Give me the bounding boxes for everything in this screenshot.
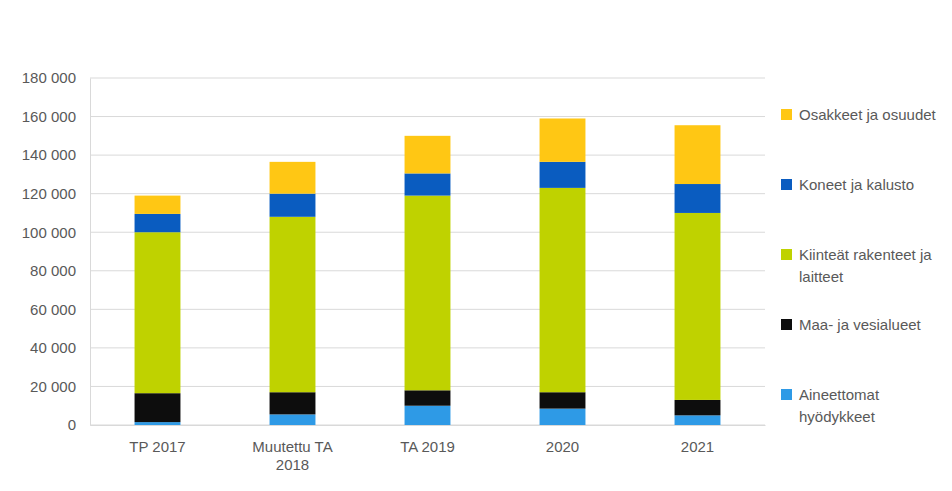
bar: [540, 188, 586, 392]
legend-swatch: [781, 249, 792, 260]
tick-label: Muutettu TA2018: [252, 438, 332, 473]
tick-label: 40 000: [30, 339, 76, 356]
tick-label: 120 000: [22, 185, 76, 202]
bar: [135, 393, 181, 422]
bar: [405, 406, 451, 425]
x-axis: TP 2017 Muutettu TA2018 TA 2019 2020 2021: [91, 425, 766, 473]
bar: [540, 162, 586, 188]
tick: 2020: [546, 425, 579, 455]
tick-label: 2020: [546, 438, 579, 455]
tick: 160 000: [22, 108, 90, 125]
tick-label: 180 000: [22, 69, 76, 86]
bar: [135, 214, 181, 232]
bar: [675, 125, 721, 184]
legend-item: Koneet ja kalusto: [781, 176, 914, 193]
tick: 60 000: [30, 301, 90, 318]
tick-label: 20 000: [30, 378, 76, 395]
tick-label: 60 000: [30, 301, 76, 318]
series: [135, 406, 721, 425]
y-axis: 0 20 000 40 000 60 000 80 000 100 000 120 000 1…: [22, 69, 91, 433]
legend-label: Aineettomathyödykkeet: [799, 386, 880, 425]
legend-swatch: [781, 109, 792, 120]
tick: 80 000: [30, 262, 90, 279]
axis-line: [91, 425, 766, 426]
tick: 40 000: [30, 339, 90, 356]
tick-label: 2021: [681, 438, 714, 455]
tick-label: 80 000: [30, 262, 76, 279]
tick: 120 000: [22, 185, 90, 202]
tick: TA 2019: [400, 425, 455, 455]
bar: [405, 196, 451, 391]
tick-label: 140 000: [22, 146, 76, 163]
bar: [540, 118, 586, 161]
tick: 0: [68, 416, 90, 433]
bar: [135, 196, 181, 214]
tick: Muutettu TA2018: [252, 425, 332, 473]
tick: 2021: [681, 425, 714, 455]
bar: [405, 390, 451, 405]
legend-item: Aineettomathyödykkeet: [781, 386, 880, 425]
legend-item: Kiinteät rakenteet jalaitteet: [781, 246, 932, 285]
tick-label: 160 000: [22, 108, 76, 125]
bar: [270, 414, 316, 425]
grid-line: [90, 78, 765, 79]
bar: [135, 422, 181, 425]
tick-label: 0: [68, 416, 76, 433]
grid-line: [90, 116, 765, 117]
legend-label: Osakkeet ja osuudet: [799, 106, 937, 123]
plot: 0 20 000 40 000 60 000 80 000 100 000 120 000 1…: [22, 69, 766, 472]
series: [135, 118, 721, 213]
bar: [270, 392, 316, 414]
bar: [675, 415, 721, 425]
bar: [135, 232, 181, 393]
legend-swatch: [781, 179, 792, 190]
legend-label: Kiinteät rakenteet jalaitteet: [799, 246, 932, 285]
legend-label: Koneet ja kalusto: [799, 176, 914, 193]
grid: [90, 78, 765, 425]
bar: [405, 136, 451, 174]
bar: [270, 162, 316, 194]
series: [135, 390, 721, 422]
bar: [675, 184, 721, 213]
tick: 180 000: [22, 69, 90, 86]
legend-label: Maa- ja vesialueet: [799, 316, 922, 333]
tick-label: TP 2017: [129, 438, 185, 455]
tick-label: 100 000: [22, 224, 76, 241]
bar: [540, 409, 586, 425]
axis-line: [90, 79, 91, 426]
bar: [405, 173, 451, 195]
legend-swatch: [781, 389, 792, 400]
tick: 100 000: [22, 224, 90, 241]
bar: [270, 217, 316, 392]
chart: 0 20 000 40 000 60 000 80 000 100 000 120 000 1…: [0, 0, 952, 491]
bar: [540, 392, 586, 408]
bar: [675, 400, 721, 415]
legend-item: Maa- ja vesialueet: [781, 316, 922, 333]
series: [135, 188, 721, 400]
bars: [135, 118, 721, 425]
tick: 20 000: [30, 378, 90, 395]
legend-swatch: [781, 319, 792, 330]
bar: [270, 194, 316, 217]
bar: [675, 213, 721, 400]
tick: TP 2017: [129, 425, 185, 455]
tick: 140 000: [22, 146, 90, 163]
legend: Osakkeet ja osuudet Koneet ja kalusto Kiin…: [781, 106, 937, 425]
legend-item: Osakkeet ja osuudet: [781, 106, 937, 123]
tick-label: TA 2019: [400, 438, 455, 455]
